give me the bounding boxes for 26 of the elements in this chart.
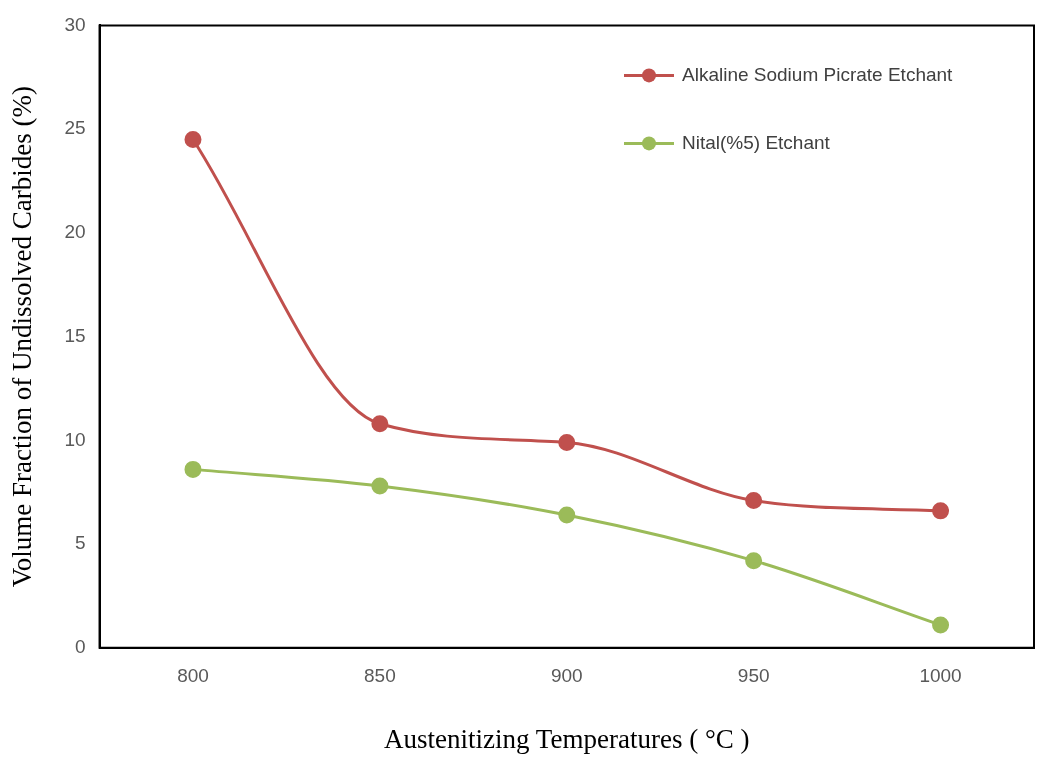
legend-label: Nital(%5) Etchant [682,131,831,153]
legend-label: Alkaline Sodium Picrate Etchant [682,63,954,85]
point [745,552,763,570]
y-axis-title: Volume Fraction of Undissolved Carbides (%) [7,86,38,588]
point [558,433,576,451]
point [558,506,576,524]
y-tick-label: 10 [64,428,86,450]
x-tick-label: 950 [737,665,770,687]
point [932,616,950,634]
point [184,131,202,149]
y-tick-label: 25 [64,117,86,139]
point [371,415,389,433]
y-tick-label: 30 [64,13,86,35]
y-tick-label: 20 [64,221,86,243]
x-axis-title: Austenitizing Temperatures ( °C ) [384,723,750,754]
x-tick-label: 1000 [919,665,962,687]
point [745,492,763,509]
y-tick-label: 5 [74,532,86,554]
x-tick-label: 850 [364,665,396,687]
point [932,502,950,520]
y-tick-label: 15 [64,324,86,346]
y-tick-label: 0 [74,636,86,658]
x-tick-label: 900 [550,665,583,687]
point [371,477,389,495]
x-tick-label: 800 [177,665,209,687]
point [184,460,202,478]
